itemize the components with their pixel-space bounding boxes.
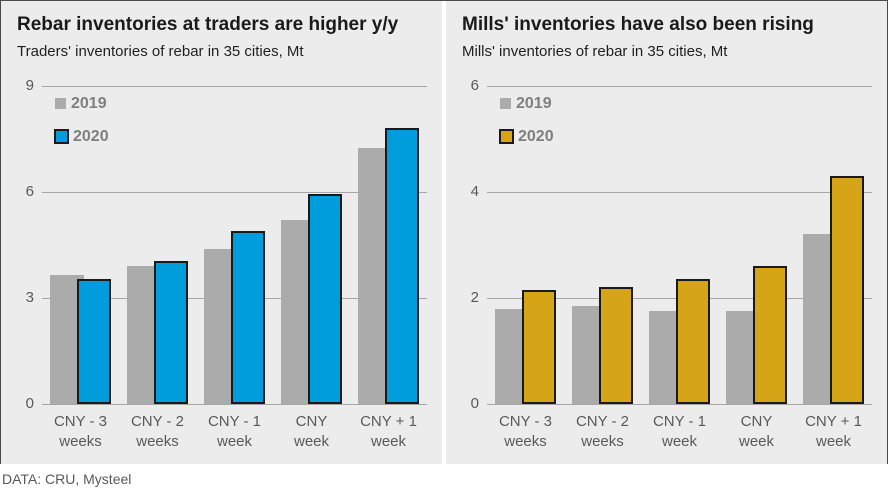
y-tick-label: 0 <box>25 395 34 412</box>
bar-2020-group-3 <box>231 231 265 404</box>
panel-traders-chart: 0 3 6 9 CNY - 3 weeks CNY - 2 weeks CNY - 1 we… <box>1 1 442 464</box>
plot-area: 0 2 4 6 CNY - 3 weeks CNY - 2 weeks CNY - 1 we… <box>446 1 887 464</box>
legend-item-2019: 2019 <box>54 87 109 120</box>
chart-subtitle: Traders' inventories of rebar in 35 citi… <box>17 43 304 60</box>
plot-area: 0 3 6 9 CNY - 3 weeks CNY - 2 weeks CNY - 1 we… <box>1 1 442 464</box>
figure: 0 3 6 9 CNY - 3 weeks CNY - 2 weeks CNY - 1 we… <box>0 0 888 464</box>
bar-2020-group-4 <box>308 194 342 404</box>
x-tick-label: CNY week <box>738 413 775 450</box>
legend: 2019 2020 <box>54 87 109 153</box>
legend-item-2019: 2019 <box>499 87 554 120</box>
legend-swatch-2020 <box>54 129 69 144</box>
y-tick-label: 0 <box>470 395 479 412</box>
bar-2020-group-2 <box>599 287 633 404</box>
legend-swatch-2020 <box>499 129 514 144</box>
gridline-y-6 <box>42 192 427 193</box>
bar-2020-group-2 <box>154 261 188 404</box>
legend-label: 2019 <box>71 94 107 112</box>
bar-2020-group-1 <box>77 279 111 404</box>
x-tick-label: CNY - 2 weeks <box>575 413 630 450</box>
legend: 2019 2020 <box>499 87 554 153</box>
legend-label: 2019 <box>516 94 552 112</box>
x-tick-label: CNY - 2 weeks <box>130 413 185 450</box>
bar-2020-group-4 <box>753 266 787 404</box>
chart-subtitle: Mills' inventories of rebar in 35 cities… <box>462 43 728 60</box>
x-tick-label: CNY + 1 week <box>805 413 862 450</box>
y-tick-label: 4 <box>470 183 479 200</box>
y-tick-label: 9 <box>25 77 34 94</box>
bar-2020-group-1 <box>522 290 556 404</box>
x-tick-label: CNY - 3 weeks <box>498 413 553 450</box>
gridline-y-9 <box>42 86 427 87</box>
gridline-y-0 <box>42 404 427 405</box>
gridline-y-6 <box>487 86 872 87</box>
y-tick-label: 6 <box>470 77 479 94</box>
legend-label: 2020 <box>73 127 109 145</box>
x-tick-label: CNY - 1 week <box>207 413 262 450</box>
x-tick-label: CNY - 1 week <box>652 413 707 450</box>
x-tick-label: CNY week <box>293 413 330 450</box>
gridline-y-4 <box>487 192 872 193</box>
panel-mills-chart: 0 2 4 6 CNY - 3 weeks CNY - 2 weeks CNY - 1 we… <box>446 1 887 464</box>
chart-title: Mills' inventories have also been rising <box>462 14 814 35</box>
x-tick-label: CNY + 1 week <box>360 413 417 450</box>
x-tick-label: CNY - 3 weeks <box>53 413 108 450</box>
bar-2020-group-5 <box>385 128 419 404</box>
bar-2020-group-3 <box>676 279 710 404</box>
legend-item-2020: 2020 <box>54 120 109 153</box>
legend-swatch-2019 <box>55 98 66 109</box>
y-tick-label: 3 <box>25 289 34 306</box>
y-tick-label: 6 <box>25 183 34 200</box>
gridline-y-0 <box>487 404 872 405</box>
y-tick-label: 2 <box>470 289 479 306</box>
chart-title: Rebar inventories at traders are higher … <box>17 14 399 35</box>
legend-label: 2020 <box>518 127 554 145</box>
bar-2020-group-5 <box>830 176 864 404</box>
legend-item-2020: 2020 <box>499 120 554 153</box>
data-source-text: DATA: CRU, Mysteel <box>2 471 132 487</box>
legend-swatch-2019 <box>500 98 511 109</box>
